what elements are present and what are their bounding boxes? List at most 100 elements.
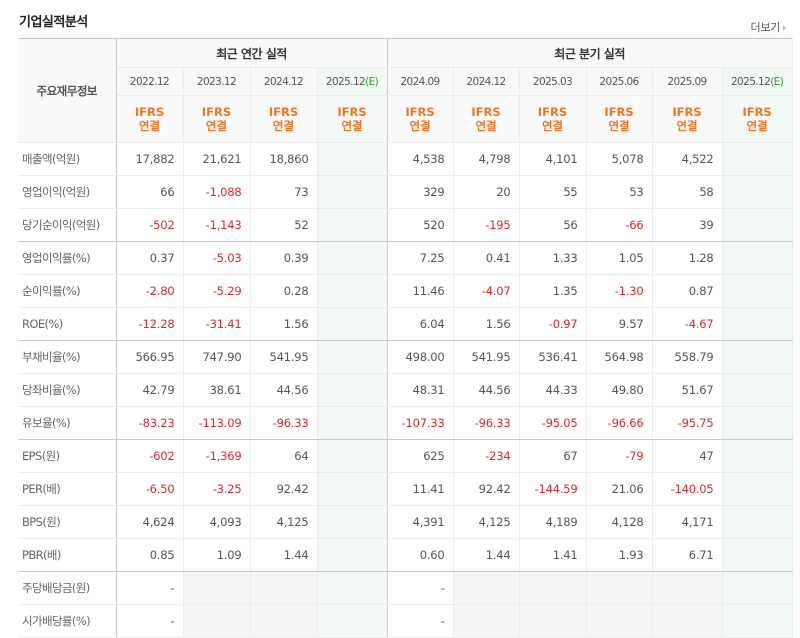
value-cell bbox=[317, 340, 388, 374]
value-cell bbox=[722, 373, 793, 407]
period-date: 2022.12 bbox=[129, 75, 170, 88]
ifrs-basis: IFRS 연결 bbox=[250, 95, 318, 143]
value-cell bbox=[317, 142, 388, 176]
value-cell: 0.39 bbox=[250, 241, 318, 275]
value-cell: -95.75 bbox=[652, 406, 723, 440]
value-cell bbox=[722, 406, 793, 440]
value-cell: 64 bbox=[250, 439, 318, 473]
value-cell: -4.67 bbox=[652, 307, 723, 341]
period-header: 2025.12(E) bbox=[317, 67, 388, 96]
basis-ifrs: IFRS bbox=[405, 105, 435, 119]
table-row: 유보율(%) -83.23 -113.09 -96.33 -107.33 -96.33 -9… bbox=[18, 406, 793, 440]
value-cell bbox=[317, 208, 388, 242]
value-cell: 48.31 bbox=[387, 373, 454, 407]
value-cell: 520 bbox=[387, 208, 454, 242]
basis-consolidated: 연결 bbox=[608, 119, 630, 133]
value-cell bbox=[586, 604, 653, 638]
value-cell bbox=[652, 571, 723, 605]
value-cell bbox=[586, 571, 653, 605]
value-cell: -96.33 bbox=[453, 406, 520, 440]
more-link[interactable]: 더보기 bbox=[751, 19, 786, 35]
value-cell: 4,798 bbox=[453, 142, 520, 176]
value-cell bbox=[317, 538, 388, 572]
value-cell: -2.80 bbox=[116, 274, 184, 308]
value-cell: 4,538 bbox=[387, 142, 454, 176]
value-cell bbox=[519, 604, 587, 638]
value-cell: 566.95 bbox=[116, 340, 184, 374]
value-cell: 0.41 bbox=[453, 241, 520, 275]
value-cell: 44.56 bbox=[453, 373, 520, 407]
value-cell: 0.85 bbox=[116, 538, 184, 572]
period-date: 2025.12 bbox=[730, 75, 771, 88]
row-label: 순이익률(%) bbox=[18, 274, 117, 308]
value-cell: -113.09 bbox=[183, 406, 251, 440]
basis-ifrs: IFRS bbox=[742, 105, 772, 119]
value-cell bbox=[317, 571, 388, 605]
value-cell: -5.29 bbox=[183, 274, 251, 308]
period-date: 2024.09 bbox=[400, 75, 440, 88]
group-quarter: 최근 분기 실적 bbox=[387, 38, 793, 68]
value-cell: 44.33 bbox=[519, 373, 587, 407]
value-cell: 6.71 bbox=[652, 538, 723, 572]
value-cell: 498.00 bbox=[387, 340, 454, 374]
value-cell: 18,860 bbox=[250, 142, 318, 176]
basis-consolidated: 연결 bbox=[138, 119, 161, 133]
value-cell: -1,143 bbox=[183, 208, 251, 242]
value-cell: 1.44 bbox=[250, 538, 318, 572]
basis-consolidated: 연결 bbox=[475, 119, 497, 133]
value-cell: 4,125 bbox=[453, 505, 520, 539]
value-cell: -1,369 bbox=[183, 439, 251, 473]
value-cell bbox=[722, 142, 793, 176]
value-cell bbox=[183, 571, 251, 605]
value-cell: 4,624 bbox=[116, 505, 184, 539]
value-cell: 541.95 bbox=[453, 340, 520, 374]
period-header: 2024.09 bbox=[387, 67, 454, 96]
period-header: 2025.03 bbox=[519, 67, 587, 96]
value-cell: 1.33 bbox=[519, 241, 587, 275]
row-label: 유보율(%) bbox=[18, 406, 117, 440]
value-cell: 4,189 bbox=[519, 505, 587, 539]
basis-consolidated: 연결 bbox=[205, 119, 228, 133]
value-cell bbox=[722, 340, 793, 374]
value-cell: 1.05 bbox=[586, 241, 653, 275]
value-cell bbox=[317, 274, 388, 308]
value-cell: 0.87 bbox=[652, 274, 723, 308]
group-annual: 최근 연간 실적 bbox=[116, 38, 388, 68]
row-label: 매출액(억원) bbox=[18, 142, 117, 176]
period-header: 2025.12(E) bbox=[722, 67, 793, 96]
section-title: 기업실적분석 bbox=[19, 15, 88, 30]
row-label: PBR(배) bbox=[18, 538, 117, 572]
value-cell bbox=[722, 274, 793, 308]
value-cell: 1.41 bbox=[519, 538, 587, 572]
value-cell: 1.56 bbox=[453, 307, 520, 341]
value-cell: 1.09 bbox=[183, 538, 251, 572]
value-cell: 9.57 bbox=[586, 307, 653, 341]
value-cell bbox=[250, 571, 318, 605]
value-cell: -96.66 bbox=[586, 406, 653, 440]
value-cell: 47 bbox=[652, 439, 723, 473]
row-label: 당좌비율(%) bbox=[18, 373, 117, 407]
value-cell bbox=[317, 373, 388, 407]
value-cell: 58 bbox=[652, 175, 723, 209]
value-cell: 4,125 bbox=[250, 505, 318, 539]
value-cell: 329 bbox=[387, 175, 454, 209]
value-cell: -144.59 bbox=[519, 472, 587, 506]
value-cell: -31.41 bbox=[183, 307, 251, 341]
value-cell: 5,078 bbox=[586, 142, 653, 176]
value-cell bbox=[250, 604, 318, 638]
basis-ifrs: IFRS bbox=[201, 105, 232, 119]
value-cell: 1.56 bbox=[250, 307, 318, 341]
value-cell: 558.79 bbox=[652, 340, 723, 374]
value-cell: -234 bbox=[453, 439, 520, 473]
row-label: 영업이익률(%) bbox=[18, 241, 117, 275]
basis-ifrs: IFRS bbox=[604, 105, 634, 119]
value-cell: -96.33 bbox=[250, 406, 318, 440]
value-cell: -1,088 bbox=[183, 175, 251, 209]
row-label: 당기순이익(억원) bbox=[18, 208, 117, 242]
estimate-mark: (E) bbox=[770, 75, 784, 88]
value-cell: 56 bbox=[519, 208, 587, 242]
value-cell: 747.90 bbox=[183, 340, 251, 374]
period-header: 2022.12 bbox=[116, 67, 184, 96]
basis-ifrs: IFRS bbox=[471, 105, 501, 119]
value-cell: 6.04 bbox=[387, 307, 454, 341]
